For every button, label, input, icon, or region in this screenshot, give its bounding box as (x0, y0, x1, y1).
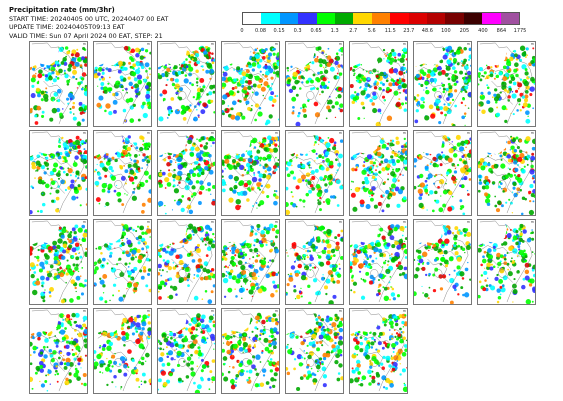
map-header: Precipitation rate (mm/3hr) START TIME: … (9, 6, 168, 40)
colorbar-swatch (261, 13, 280, 24)
ensemble-member-map: m (221, 219, 280, 305)
member-tag: m (338, 42, 342, 46)
colorbar-swatch (243, 13, 262, 24)
colorbar-swatch (335, 13, 354, 24)
ensemble-member-map: m (349, 130, 408, 216)
colorbar-swatch (500, 13, 520, 24)
member-tag: m (82, 220, 86, 224)
member-tag: m (530, 220, 534, 224)
ensemble-member-map: m (413, 41, 472, 127)
member-tag: m (210, 131, 214, 135)
ensemble-member-map: m (413, 130, 472, 216)
ensemble-member-map: m (285, 308, 344, 394)
member-tag: m (466, 220, 470, 224)
colorbar-tick: 23.7 (403, 28, 415, 34)
colorbar-swatch (279, 13, 299, 24)
colorbar-swatch (482, 13, 501, 24)
colorbar-tick: 400 (478, 28, 488, 34)
member-tag: m (146, 220, 150, 224)
ensemble-member-map: m (157, 219, 216, 305)
ensemble-member-map: m (285, 130, 344, 216)
member-tag: m (146, 42, 150, 46)
member-tag: m (402, 309, 406, 313)
colorbar-swatch (463, 13, 483, 24)
colorbar-tick: 100 (441, 28, 451, 34)
colorbar-tick: 2.7 (349, 28, 358, 34)
start-time-label: START TIME: 20240405 00 UTC, 20240407 00… (9, 14, 169, 23)
valid-time-label: VALID TIME: Sun 07 April 2024 00 EAT, ST… (9, 31, 163, 40)
member-tag: m (402, 42, 406, 46)
member-tag: m (338, 220, 342, 224)
member-tag: m (530, 131, 534, 135)
ensemble-member-map: m (221, 41, 280, 127)
member-tag: m (338, 131, 342, 135)
update-time-label: UPDATE TIME: 20240405T09:13 EAT (9, 23, 125, 32)
member-tag: m (210, 309, 214, 313)
ensemble-member-map: m (157, 41, 216, 127)
ensemble-member-map: m (413, 219, 472, 305)
ensemble-member-map: m (93, 219, 152, 305)
member-tag: m (82, 309, 86, 313)
colorbar-swatch (371, 13, 391, 24)
colorbar-tick: 5.6 (367, 28, 376, 34)
member-tag: m (274, 309, 278, 313)
ensemble-member-map: m (29, 308, 88, 394)
colorbar-swatch (353, 13, 372, 24)
ensemble-member-map: m (285, 41, 344, 127)
ensemble-member-map: m (477, 41, 536, 127)
ensemble-member-map: m (349, 219, 408, 305)
colorbar-tick: 0.15 (273, 28, 285, 34)
member-tag: m (210, 42, 214, 46)
colorbar-swatch (316, 13, 336, 24)
member-tag: m (530, 42, 534, 46)
colorbar-tick: 864 (496, 28, 507, 34)
member-tag: m (210, 220, 214, 224)
member-tag: m (82, 131, 86, 135)
member-tag: m (146, 309, 150, 313)
map-title: Precipitation rate (mm/3hr) (9, 6, 115, 14)
colorbar-tick: 0.3 (293, 28, 302, 34)
member-tag: m (274, 131, 278, 135)
colorbar-tick: 11.5 (384, 28, 396, 34)
colorbar-tick: 0.65 (310, 28, 322, 34)
member-tag: m (274, 220, 278, 224)
colorbar-tick: 0.08 (254, 28, 267, 34)
colorbar-tick: 205 (459, 28, 470, 34)
colorbar-tick: 0 (240, 28, 244, 34)
ensemble-member-map: m (477, 219, 536, 305)
ensemble-member-map: m (349, 41, 408, 127)
ensemble-member-map: m (157, 308, 216, 394)
ensemble-member-map: m (477, 130, 536, 216)
colorbar-swatch (408, 13, 428, 24)
ensemble-member-map: m (285, 219, 344, 305)
member-tag: m (466, 42, 470, 46)
colorbar-swatch (445, 13, 464, 24)
colorbar-tick: 1775 (513, 28, 527, 34)
colorbar-tick: 48.6 (421, 28, 433, 34)
ensemble-member-map: m (29, 41, 88, 127)
member-tag: m (146, 131, 150, 135)
member-tag: m (274, 42, 278, 46)
ensemble-member-map: m (93, 308, 152, 394)
member-tag: m (402, 220, 406, 224)
member-tag: m (466, 131, 470, 135)
colorbar-tick-labels: 0 0.08 0.15 0.3 0.65 1.3 2.7 5.6 11.5 23.7 48.6 100… (240, 28, 526, 36)
ensemble-member-map: m (29, 130, 88, 216)
member-tag: m (338, 309, 342, 313)
member-tag: m (402, 131, 406, 135)
ensemble-member-map: m (349, 308, 408, 394)
ensemble-member-map: m (93, 130, 152, 216)
ensemble-member-map: m (221, 130, 280, 216)
ensemble-member-map: m (157, 130, 216, 216)
ensemble-member-map: m (93, 41, 152, 127)
member-tag: m (82, 42, 86, 46)
colorbar-swatch (298, 13, 317, 24)
colorbar-swatch (390, 13, 409, 24)
ensemble-member-map: m (29, 219, 88, 305)
colorbar-swatch (427, 13, 446, 24)
precipitation-colorbar (242, 12, 520, 25)
colorbar-tick: 1.3 (330, 28, 339, 34)
ensemble-member-map: m (221, 308, 280, 394)
